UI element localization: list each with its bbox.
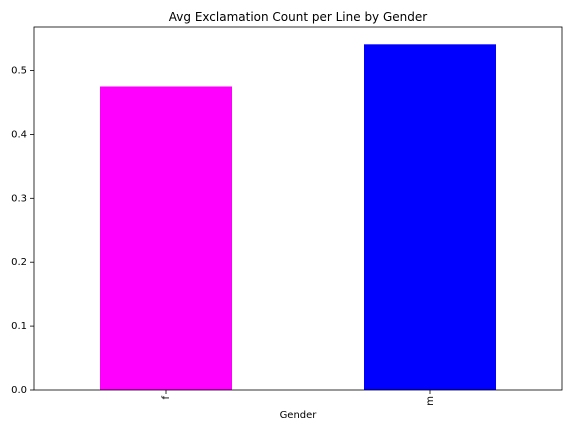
y-tick-label-3: 0.3 (11, 193, 27, 204)
plot-area: f m 0.0 0.1 0.2 0.3 0.4 0.5 (11, 26, 563, 406)
axes-frame (33, 26, 563, 391)
x-axis-label: Gender (280, 410, 318, 421)
y-tick-label-2: 0.2 (11, 257, 27, 268)
chart-title: Avg Exclamation Count per Line by Gender (169, 10, 427, 24)
y-tick-label-4: 0.4 (11, 129, 27, 140)
y-tick-label-1: 0.1 (11, 321, 27, 332)
bar-f (100, 86, 232, 391)
y-tick-label-0: 0.0 (11, 385, 27, 396)
x-tick-label-f: f (161, 396, 172, 400)
x-tick-label-m: m (425, 396, 436, 406)
y-tick-label-5: 0.5 (11, 66, 27, 77)
bar-m (364, 44, 496, 391)
